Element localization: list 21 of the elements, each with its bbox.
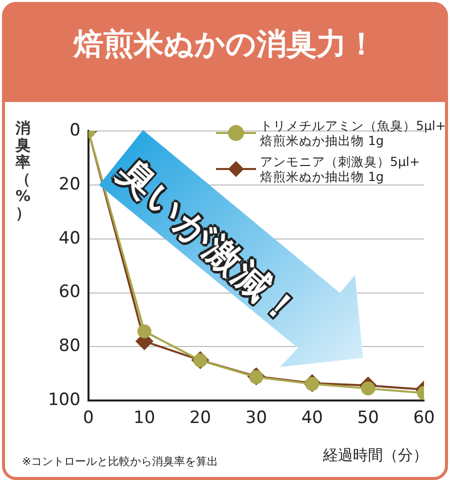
y-tick-label: 80 (58, 336, 80, 356)
point (137, 324, 152, 338)
x-tick-label: 10 (134, 408, 156, 428)
y-axis-title: 消臭率（%） (14, 119, 32, 222)
x-tick-label: 50 (357, 408, 379, 428)
legend-label: トリメチルアミン（魚臭）5μl+ 焙煎米ぬか抽出物 1g (260, 118, 446, 148)
point (361, 381, 376, 396)
x-tick-label: 30 (245, 408, 268, 428)
legend-label: アンモニア（刺激臭）5μl+ 焙煎米ぬか抽出物 1g (260, 154, 420, 184)
x-axis-title: 経過時間（分） (323, 446, 428, 465)
y-tick-label: 100 (48, 390, 80, 410)
y-tick-label: 20 (58, 174, 80, 194)
x-tick-label: 20 (189, 408, 212, 428)
x-tick-label: 60 (413, 408, 435, 428)
y-tick-label: 40 (58, 228, 80, 248)
text: ※コントロールと比較から消臭率を算出 (22, 454, 218, 469)
y-tick-label: 60 (58, 282, 80, 302)
x-tick-label: 0 (83, 408, 94, 428)
x-tick-label: 40 (301, 408, 323, 428)
chart-title: 焙煎米ぬかの消臭力！ (72, 26, 378, 64)
y-tick-label: 0 (70, 120, 80, 140)
